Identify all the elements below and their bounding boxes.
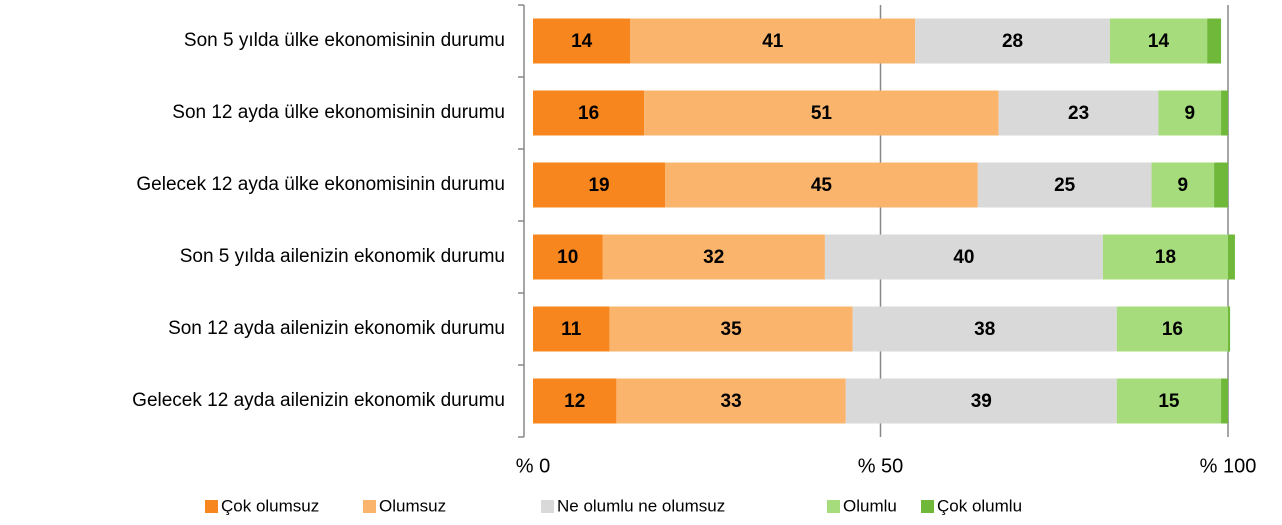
value-label: 14 <box>1148 31 1170 52</box>
legend-label: Çok olumsuz <box>221 496 319 515</box>
x-tick-label: % 50 <box>858 455 904 477</box>
value-label: 32 <box>703 247 724 268</box>
value-label: 40 <box>953 247 974 268</box>
bar-segment <box>630 18 916 64</box>
bar-segment <box>977 162 1152 208</box>
value-label: 15 <box>1158 391 1180 412</box>
legend-label: Çok olumlu <box>937 496 1022 515</box>
bar-segment <box>533 234 603 280</box>
bar-segment <box>1116 306 1228 352</box>
category-label: Son 12 ayda ailenizin ekonomik durumu <box>168 318 505 339</box>
bar-segment <box>1158 90 1222 136</box>
legend-swatch <box>921 500 934 513</box>
bar-segment <box>602 234 825 280</box>
bar-segment <box>1207 18 1222 64</box>
value-label: 28 <box>1002 31 1023 52</box>
value-label: 33 <box>721 391 742 412</box>
value-label: 45 <box>811 175 833 196</box>
x-tick-label: % 100 <box>1200 455 1257 477</box>
bar-segment <box>845 378 1117 424</box>
legend-label: Olumlu <box>843 496 897 515</box>
category-label: Son 5 yılda ülke ekonomisinin durumu <box>184 30 505 51</box>
bar-segment <box>852 306 1117 352</box>
category-label: Son 5 yılda ailenizin ekonomik durumu <box>180 246 505 267</box>
bar-segment <box>1151 162 1215 208</box>
bar-segment <box>824 234 1103 280</box>
bar-segment <box>1214 162 1228 208</box>
value-label: 25 <box>1054 175 1076 196</box>
legend-swatch <box>541 500 554 513</box>
bar-segment <box>533 378 617 424</box>
legend-label: Ne olumlu ne olumsuz <box>557 496 725 515</box>
value-label: 19 <box>588 175 609 196</box>
bar-segment <box>533 90 645 136</box>
value-label: 41 <box>762 31 784 52</box>
bar-segment <box>1221 378 1228 424</box>
bar-segment <box>533 18 631 64</box>
value-label: 14 <box>571 31 593 52</box>
value-label: 12 <box>564 391 585 412</box>
bar-segment <box>1221 90 1228 136</box>
legend-swatch <box>827 500 840 513</box>
category-label: Gelecek 12 ayda ülke ekonomisinin durumu <box>136 174 505 195</box>
category-label: Son 12 ayda ülke ekonomisinin durumu <box>172 102 505 123</box>
bar-segment <box>609 306 853 352</box>
legend-swatch <box>205 500 218 513</box>
bar-segment <box>1102 234 1228 280</box>
bar-segment <box>998 90 1159 136</box>
bar-segment <box>533 162 666 208</box>
value-label: 51 <box>811 103 833 124</box>
value-label: 9 <box>1184 103 1195 124</box>
value-label: 39 <box>971 391 992 412</box>
bar-segment <box>1228 306 1231 352</box>
bar-segment <box>644 90 999 136</box>
category-label: Gelecek 12 ayda ailenizin ekonomik durum… <box>132 390 505 411</box>
bar-segment <box>1116 378 1222 424</box>
value-label: 18 <box>1155 247 1176 268</box>
value-label: 23 <box>1068 103 1089 124</box>
bar-segment <box>665 162 978 208</box>
value-label: 11 <box>561 319 582 340</box>
bar-segment <box>1228 234 1235 280</box>
value-label: 38 <box>974 319 995 340</box>
value-label: 10 <box>557 247 578 268</box>
value-label: 16 <box>1162 319 1183 340</box>
bar-segment <box>533 306 610 352</box>
legend-label: Olumsuz <box>379 496 446 515</box>
bar-segment <box>915 18 1110 64</box>
value-label: 35 <box>721 319 743 340</box>
bar-segment <box>1109 18 1208 64</box>
x-tick-label: % 0 <box>516 455 550 477</box>
value-label: 16 <box>578 103 599 124</box>
value-label: 9 <box>1178 175 1189 196</box>
bar-segment <box>616 378 846 424</box>
legend-swatch <box>363 500 376 513</box>
